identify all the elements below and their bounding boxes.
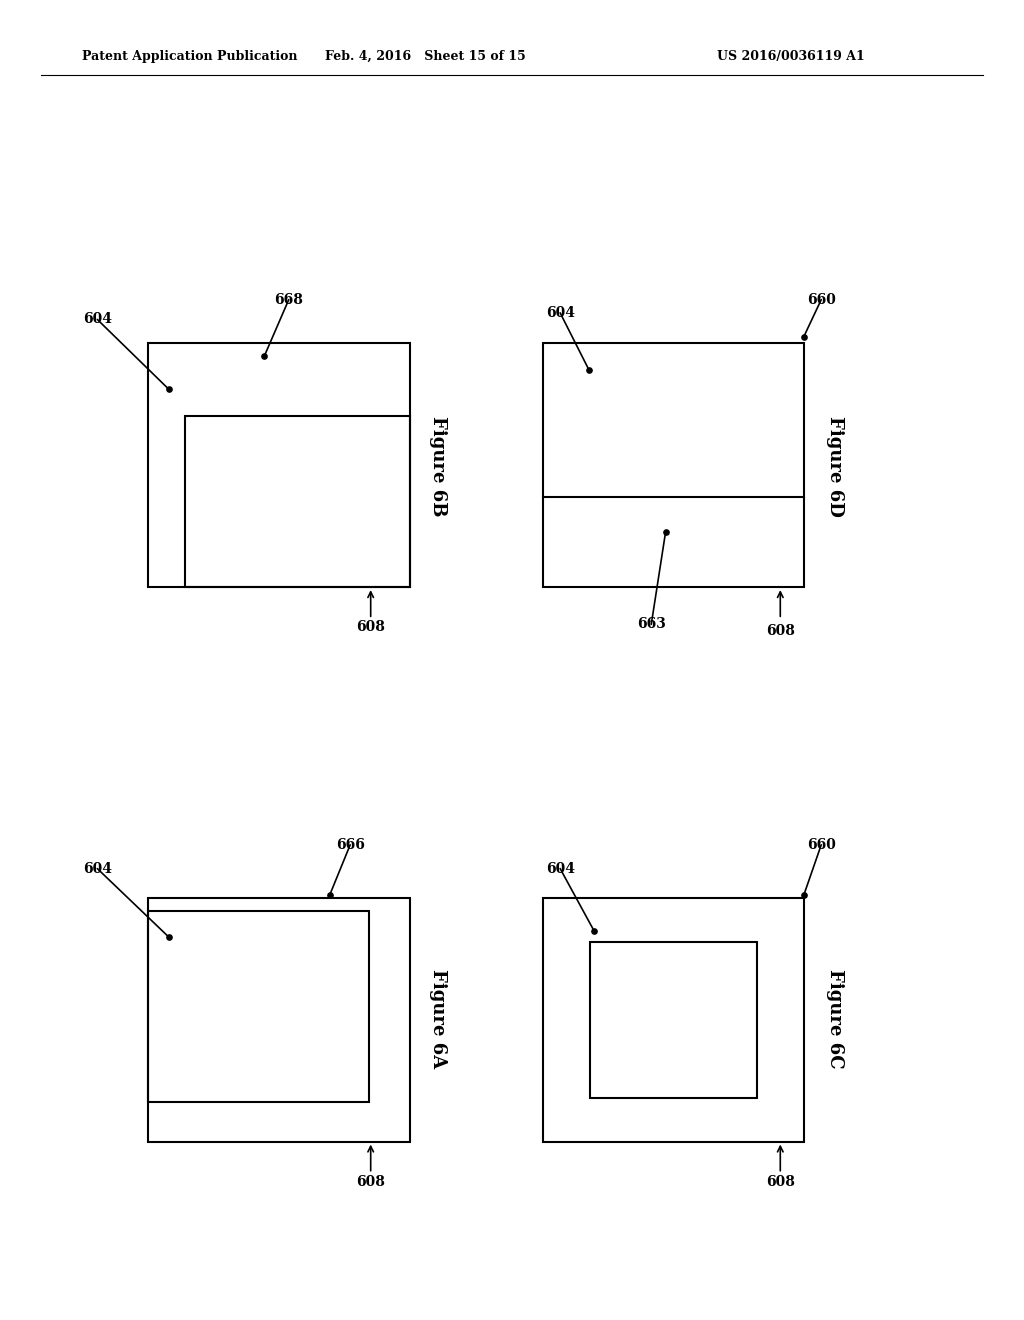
Text: 608: 608 [766,624,795,639]
Bar [148,343,410,587]
Text: Figure 6A: Figure 6A [429,969,447,1069]
Text: 608: 608 [766,1175,795,1189]
Text: Patent Application Publication: Patent Application Publication [82,50,297,63]
Text: 604: 604 [546,862,574,875]
Text: 660: 660 [807,838,836,851]
Bar [590,942,757,1098]
Text: Figure 6C: Figure 6C [825,969,844,1069]
Text: 668: 668 [274,293,303,306]
Bar [543,343,804,587]
Bar [185,416,410,587]
Bar [543,898,804,1142]
Text: 604: 604 [546,306,574,319]
Text: 604: 604 [83,313,112,326]
Text: Figure 6D: Figure 6D [825,416,844,516]
Bar [148,911,369,1102]
Bar [148,898,410,1142]
Text: 608: 608 [356,620,385,635]
Text: Figure 6B: Figure 6B [429,416,447,516]
Text: 604: 604 [83,862,112,875]
Text: 608: 608 [356,1175,385,1189]
Text: US 2016/0036119 A1: US 2016/0036119 A1 [717,50,864,63]
Text: 666: 666 [336,838,365,851]
Text: 660: 660 [807,293,836,306]
Text: 663: 663 [637,618,666,631]
Text: Feb. 4, 2016   Sheet 15 of 15: Feb. 4, 2016 Sheet 15 of 15 [325,50,525,63]
